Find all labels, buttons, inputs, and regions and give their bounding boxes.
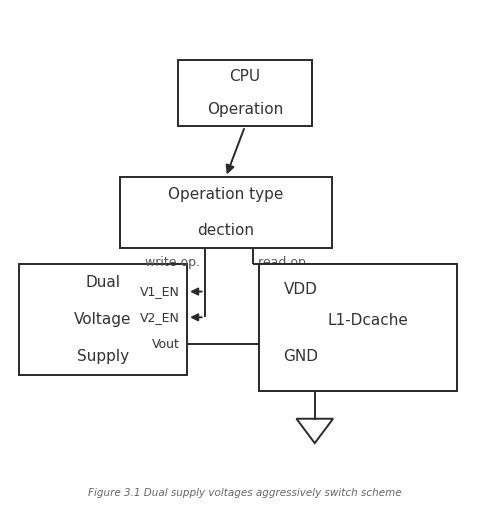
Text: read op.: read op.: [258, 256, 310, 269]
Text: GND: GND: [341, 362, 376, 377]
Bar: [19, 264, 187, 375]
Text: Operation: Operation: [207, 102, 283, 117]
Bar: [177, 60, 313, 126]
Text: V2_EN: V2_EN: [140, 311, 180, 324]
Text: Operation type: Operation type: [168, 188, 283, 203]
Text: Figure 3.1 Dual supply voltages aggressively switch scheme: Figure 3.1 Dual supply voltages aggressi…: [88, 488, 402, 497]
Text: Supply: Supply: [77, 349, 129, 364]
Text: L1-Dcache: L1-Dcache: [328, 313, 409, 328]
Text: V1_EN: V1_EN: [140, 285, 180, 298]
Text: CPU: CPU: [229, 69, 261, 84]
Text: dection: dection: [197, 223, 254, 238]
Text: GND: GND: [284, 349, 318, 364]
Bar: [259, 264, 457, 391]
Text: VDD: VDD: [341, 277, 375, 292]
Bar: [259, 264, 457, 391]
Bar: [259, 264, 457, 391]
Bar: [120, 177, 332, 248]
Text: Vout: Vout: [152, 338, 180, 351]
Text: write op.: write op.: [145, 256, 200, 269]
Text: VDD: VDD: [284, 282, 318, 297]
Text: Dual: Dual: [85, 275, 121, 290]
Text: Voltage: Voltage: [74, 312, 132, 327]
Text: L1-Dcache: L1-Dcache: [311, 320, 406, 334]
